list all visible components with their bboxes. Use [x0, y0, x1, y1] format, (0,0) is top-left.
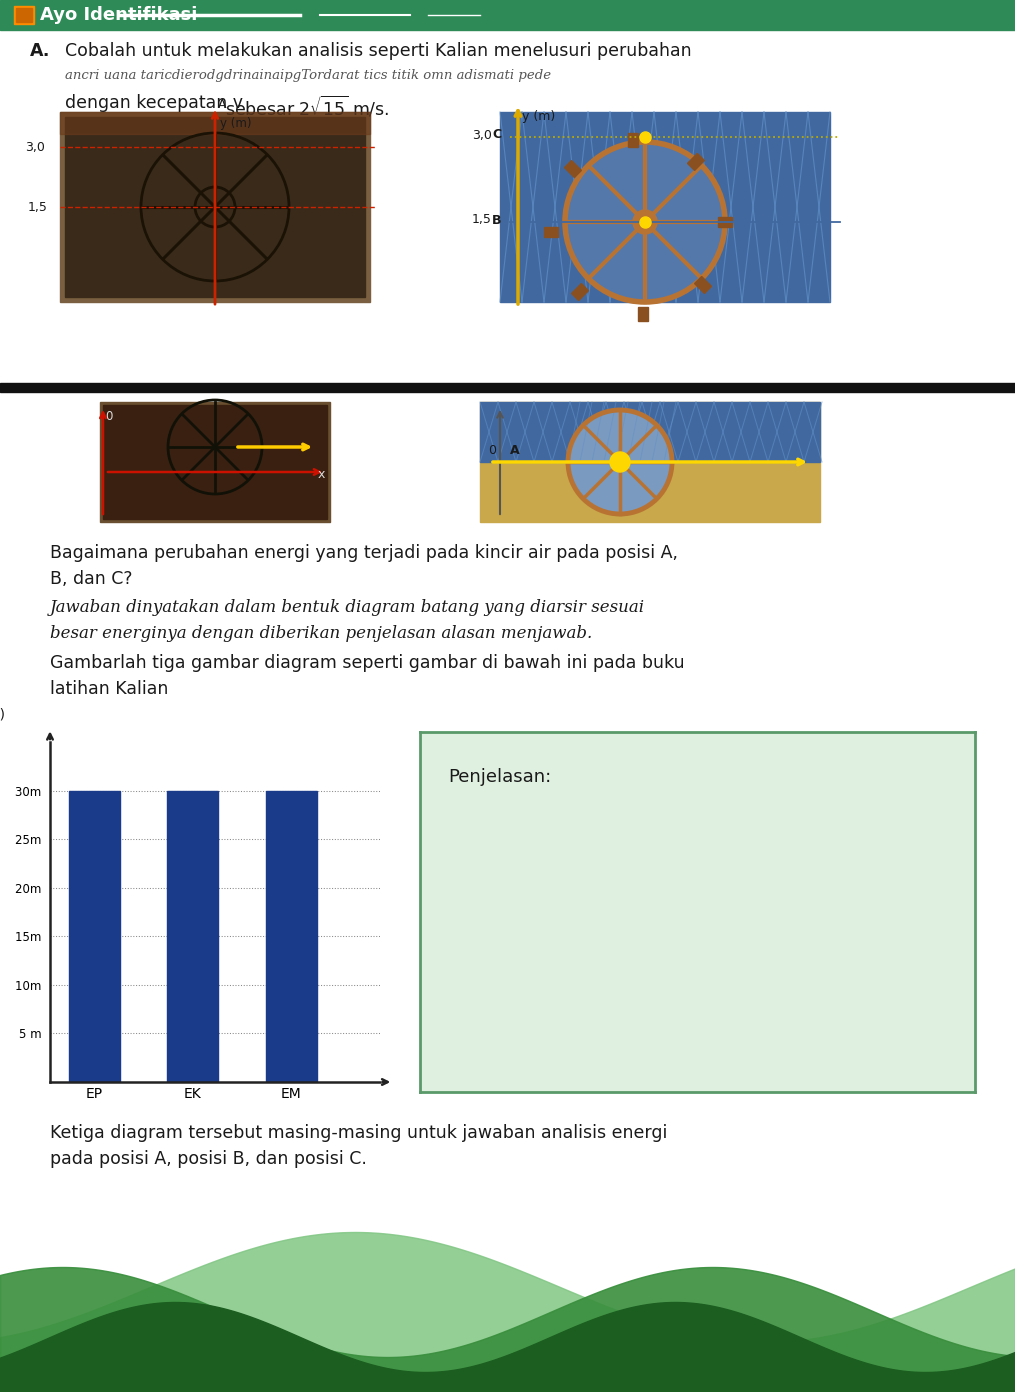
Circle shape — [565, 142, 725, 302]
Text: B: B — [492, 213, 501, 227]
Bar — [69, 791, 120, 1082]
Bar — [16, 8, 32, 22]
Text: C: C — [492, 128, 501, 142]
Bar — [167, 791, 218, 1082]
Text: Jawaban dinyatakan dalam bentuk diagram batang yang diarsir sesuai: Jawaban dinyatakan dalam bentuk diagram … — [50, 599, 646, 617]
Text: besar energinya dengan diberikan penjelasan alasan menjawab.: besar energinya dengan diberikan penjela… — [50, 625, 592, 642]
Text: Penjelasan:: Penjelasan: — [448, 768, 551, 786]
Text: Bagaimana perubahan energi yang terjadi pada kincir air pada posisi A,: Bagaimana perubahan energi yang terjadi … — [50, 544, 678, 562]
Circle shape — [610, 452, 630, 472]
Bar — [718, 217, 732, 227]
Bar — [638, 308, 648, 322]
Bar — [65, 117, 365, 296]
Text: B, dan C?: B, dan C? — [50, 569, 133, 587]
Text: A.: A. — [30, 42, 51, 60]
Text: A: A — [510, 444, 520, 457]
Bar — [687, 153, 704, 170]
Bar — [694, 277, 712, 294]
Text: 1,5: 1,5 — [28, 200, 48, 213]
Text: 3,0: 3,0 — [25, 141, 45, 153]
Text: Gambarlah tiga gambar diagram seperti gambar di bawah ini pada buku: Gambarlah tiga gambar diagram seperti ga… — [50, 654, 685, 672]
Bar — [480, 402, 820, 462]
Bar — [266, 791, 317, 1082]
Text: Ketiga diagram tersebut masing-masing untuk jawaban analisis energi: Ketiga diagram tersebut masing-masing un… — [50, 1123, 668, 1141]
Text: 0: 0 — [105, 411, 113, 423]
Bar — [0, 0, 1015, 31]
Text: A: A — [218, 97, 226, 111]
Circle shape — [568, 411, 672, 514]
Text: x: x — [318, 468, 326, 482]
Bar — [60, 111, 370, 134]
Bar — [628, 134, 638, 148]
Bar — [480, 402, 820, 522]
Text: 3,0: 3,0 — [472, 128, 492, 142]
Text: y (m): y (m) — [522, 110, 555, 122]
Bar — [100, 402, 330, 522]
Bar — [500, 111, 830, 302]
Text: Cobalah untuk melakukan analisis seperti Kalian menelusuri perubahan: Cobalah untuk melakukan analisis seperti… — [65, 42, 691, 60]
Text: Ayo Identifikasi: Ayo Identifikasi — [40, 6, 197, 24]
Text: 0: 0 — [488, 444, 496, 457]
Text: 1,5: 1,5 — [472, 213, 492, 227]
Text: latihan Kalian: latihan Kalian — [50, 681, 168, 697]
Bar — [544, 227, 558, 237]
Text: pada posisi A, posisi B, dan posisi C.: pada posisi A, posisi B, dan posisi C. — [50, 1150, 366, 1168]
Circle shape — [633, 210, 657, 234]
Text: sebesar $2\sqrt{15}$ m/s.: sebesar $2\sqrt{15}$ m/s. — [225, 95, 390, 120]
Text: E (J): E (J) — [0, 707, 5, 721]
Bar — [14, 6, 33, 24]
Text: ancri uana taricdierodgdrinainaipgTordarat tics titik omn adismati pede: ancri uana taricdierodgdrinainaipgTordar… — [65, 70, 551, 82]
Bar — [60, 111, 370, 302]
Bar — [103, 405, 327, 519]
Bar — [571, 284, 589, 301]
Bar — [564, 160, 582, 178]
Text: y (m): y (m) — [220, 117, 252, 129]
Bar — [0, 383, 1015, 393]
Text: dengan kecepatan v: dengan kecepatan v — [65, 95, 243, 111]
